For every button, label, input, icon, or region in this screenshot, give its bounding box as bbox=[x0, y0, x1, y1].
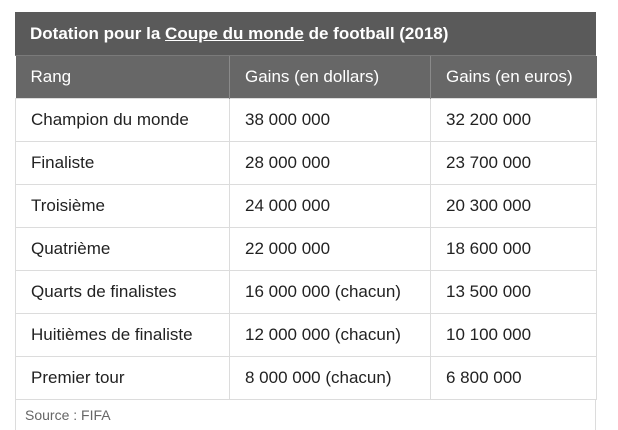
cell-euros: 13 500 000 bbox=[430, 269, 597, 314]
table-row: Champion du monde 38 000 000 32 200 000 bbox=[15, 97, 597, 142]
cell-euros: 23 700 000 bbox=[430, 140, 597, 185]
table-row: Premier tour 8 000 000 (chacun) 6 800 00… bbox=[15, 355, 597, 400]
header-rang: Rang bbox=[15, 56, 230, 98]
cell-euros: 6 800 000 bbox=[430, 355, 597, 400]
header-gains-dollars: Gains (en dollars) bbox=[229, 56, 431, 98]
cell-rang: Premier tour bbox=[15, 355, 230, 400]
cell-rang: Quatrième bbox=[15, 226, 230, 271]
cell-dollars: 16 000 000 (chacun) bbox=[229, 269, 431, 314]
cell-rang: Champion du monde bbox=[15, 97, 230, 142]
cell-rang: Troisième bbox=[15, 183, 230, 228]
cell-dollars: 22 000 000 bbox=[229, 226, 431, 271]
table-row: Troisième 24 000 000 20 300 000 bbox=[15, 183, 597, 228]
cell-dollars: 28 000 000 bbox=[229, 140, 431, 185]
prize-table: Rang Gains (en dollars) Gains (en euros)… bbox=[15, 56, 597, 400]
cell-rang: Quarts de finalistes bbox=[15, 269, 230, 314]
cell-rang: Huitièmes de finaliste bbox=[15, 312, 230, 357]
cell-dollars: 8 000 000 (chacun) bbox=[229, 355, 431, 400]
cell-dollars: 24 000 000 bbox=[229, 183, 431, 228]
cell-dollars: 12 000 000 (chacun) bbox=[229, 312, 431, 357]
table-title: Dotation pour la Coupe du monde de footb… bbox=[15, 12, 596, 56]
source-note: Source : FIFA bbox=[15, 399, 596, 430]
cell-euros: 10 100 000 bbox=[430, 312, 597, 357]
table-row: Huitièmes de finaliste 12 000 000 (chacu… bbox=[15, 312, 597, 357]
cell-rang: Finaliste bbox=[15, 140, 230, 185]
cell-euros: 32 200 000 bbox=[430, 97, 597, 142]
header-row: Rang Gains (en dollars) Gains (en euros) bbox=[15, 56, 597, 98]
table-row: Finaliste 28 000 000 23 700 000 bbox=[15, 140, 597, 185]
coupe-du-monde-link[interactable]: Coupe du monde bbox=[165, 24, 304, 43]
table-row: Quatrième 22 000 000 18 600 000 bbox=[15, 226, 597, 271]
cell-dollars: 38 000 000 bbox=[229, 97, 431, 142]
title-suffix: de football (2018) bbox=[303, 24, 449, 43]
cell-euros: 18 600 000 bbox=[430, 226, 597, 271]
prize-table-container: Dotation pour la Coupe du monde de footb… bbox=[15, 12, 597, 430]
header-gains-euros: Gains (en euros) bbox=[430, 56, 597, 98]
title-prefix: Dotation pour la bbox=[30, 24, 166, 43]
table-row: Quarts de finalistes 16 000 000 (chacun)… bbox=[15, 269, 597, 314]
cell-euros: 20 300 000 bbox=[430, 183, 597, 228]
